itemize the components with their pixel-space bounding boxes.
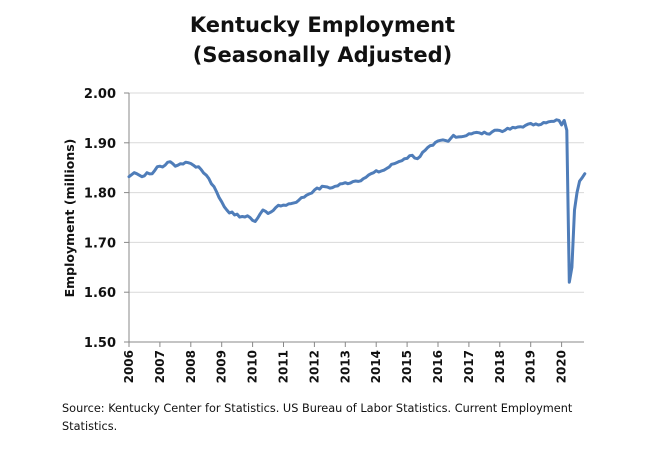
x-tick-label: 2010 [246, 350, 260, 383]
y-axis-label: Employment (millions) [62, 139, 77, 298]
gridlines [129, 92, 584, 293]
x-tick-label: 2013 [338, 350, 352, 383]
chart-title-line-2: (Seasonally Adjusted) [192, 43, 453, 67]
source-note: Source: Kentucky Center for Statistics. … [62, 402, 573, 433]
x-tick-label: 2012 [307, 350, 321, 383]
y-tick-label: 1.60 [84, 286, 116, 301]
x-tick-label: 2006 [122, 350, 136, 383]
x-tick-label: 2019 [524, 350, 538, 383]
y-axis-ticks: 1.50 1.60 1.70 1.80 1.90 2.00 [84, 87, 129, 351]
x-tick-label: 2014 [369, 350, 383, 383]
x-tick-label: 2016 [431, 350, 445, 383]
y-tick-label: 2.00 [84, 87, 116, 102]
y-tick-label: 1.50 [84, 336, 116, 351]
x-tick-label: 2011 [277, 350, 291, 383]
x-tick-label: 2020 [555, 350, 569, 383]
x-axis-ticks: 2006 2007 2008 2009 2010 2011 2012 2013 2014 2015… [122, 342, 569, 383]
series-line-kentucky-employment [127, 118, 587, 284]
y-tick-label: 1.80 [84, 187, 116, 202]
x-tick-label: 2017 [462, 350, 476, 383]
x-tick-label: 2008 [184, 350, 198, 383]
x-tick-label: 2009 [215, 350, 229, 383]
x-tick-label: 2018 [493, 350, 507, 383]
chart-title-line-1: Kentucky Employment [189, 13, 456, 37]
chart-title: Kentucky Employment (Seasonally Adjusted… [0, 10, 645, 70]
series-group [127, 118, 587, 284]
x-tick-label: 2015 [400, 350, 414, 383]
x-tick-label: 2007 [153, 350, 167, 383]
y-tick-label: 1.70 [84, 236, 116, 251]
y-tick-label: 1.90 [84, 137, 116, 152]
axes [128, 93, 584, 343]
